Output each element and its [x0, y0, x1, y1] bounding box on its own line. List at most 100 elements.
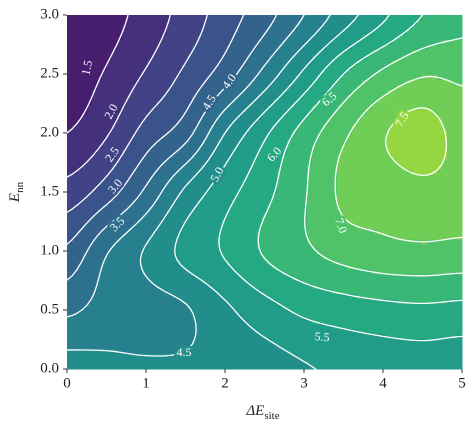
contour-cell: [412, 219, 418, 226]
contour-cell: [177, 124, 183, 131]
contour-cell: [457, 89, 463, 96]
contour-cell: [367, 89, 373, 96]
contour-cell: [442, 74, 448, 81]
contour-cell: [122, 159, 128, 166]
contour-cell: [227, 239, 233, 245]
contour-cell: [272, 179, 278, 186]
contour-cell: [152, 284, 158, 290]
contour-cell: [362, 214, 368, 221]
contour-cell: [92, 144, 98, 151]
contour-cell: [212, 129, 218, 136]
contour-cell: [307, 154, 313, 161]
contour-cell: [302, 119, 308, 126]
contour-cell: [322, 29, 328, 36]
contour-cell: [282, 69, 288, 76]
contour-cell: [167, 19, 173, 26]
contour-cell: [182, 169, 188, 176]
contour-cell: [367, 194, 373, 201]
contour-cell: [377, 164, 383, 171]
contour-cell: [182, 99, 188, 106]
contour-cell: [212, 319, 218, 325]
contour-cell: [102, 284, 108, 290]
contour-cell: [387, 254, 393, 260]
contour-cell: [362, 264, 368, 270]
contour-cell: [242, 194, 248, 201]
contour-cell: [172, 219, 178, 226]
contour-cell: [377, 319, 383, 325]
contour-cell: [102, 194, 108, 201]
contour-cell: [137, 54, 143, 61]
contour-cell: [202, 269, 208, 275]
contour-cell: [342, 24, 348, 31]
contour-cell: [292, 19, 298, 26]
contour-cell: [182, 79, 188, 86]
contour-cell: [327, 324, 333, 330]
contour-cell: [407, 194, 413, 201]
contour-cell: [212, 224, 218, 230]
contour-cell: [382, 29, 388, 36]
contour-cell: [272, 139, 278, 146]
contour-cell: [407, 44, 413, 51]
contour-cell: [92, 229, 98, 235]
contour-cell: [87, 109, 93, 116]
contour-cell: [192, 29, 198, 36]
contour-cell: [67, 179, 73, 186]
contour-cell: [227, 144, 233, 151]
contour-cell: [352, 149, 358, 156]
contour-cell: [117, 59, 123, 66]
contour-cell: [427, 119, 433, 126]
contour-cell: [92, 64, 98, 71]
contour-cell: [112, 209, 118, 216]
contour-cell: [162, 59, 168, 66]
contour-cell: [287, 309, 293, 315]
contour-cell: [302, 309, 308, 315]
contour-cell: [362, 39, 368, 46]
contour-cell: [387, 34, 393, 41]
contour-cell: [97, 274, 103, 280]
contour-cell: [232, 89, 238, 96]
contour-cell: [372, 19, 378, 26]
contour-cell: [157, 64, 163, 71]
contour-cell: [112, 159, 118, 166]
contour-cell: [77, 264, 83, 270]
contour-cell: [187, 319, 193, 325]
contour-cell: [197, 254, 203, 260]
contour-cell: [92, 304, 98, 310]
contour-cell: [257, 269, 263, 275]
contour-cell: [322, 79, 328, 86]
contour-cell: [437, 159, 443, 166]
contour-cell: [242, 284, 248, 290]
contour-cell: [292, 44, 298, 51]
contour-cell: [92, 154, 98, 161]
contour-cell: [287, 184, 293, 191]
contour-cell: [67, 329, 73, 335]
contour-cell: [167, 44, 173, 51]
contour-cell: [72, 184, 78, 191]
contour-cell: [282, 254, 288, 260]
contour-cell: [387, 219, 393, 226]
contour-cell: [72, 194, 78, 201]
contour-cell: [237, 174, 243, 181]
contour-cell: [212, 169, 218, 176]
contour-cell: [252, 159, 258, 166]
contour-cell: [147, 74, 153, 81]
contour-cell: [432, 119, 438, 126]
contour-cell: [92, 194, 98, 201]
contour-cell: [202, 64, 208, 71]
contour-cell: [422, 94, 428, 101]
contour-cell: [72, 254, 78, 260]
contour-cell: [117, 264, 123, 270]
contour-cell: [247, 134, 253, 141]
contour-cell: [102, 219, 108, 226]
contour-cell: [132, 289, 138, 295]
contour-cell: [237, 99, 243, 106]
contour-cell: [222, 314, 228, 320]
contour-cell: [257, 319, 263, 325]
contour-cell: [447, 284, 453, 290]
contour-cell: [282, 284, 288, 290]
contour-cell: [322, 214, 328, 221]
contour-cell: [362, 19, 368, 26]
contour-cell: [352, 134, 358, 141]
contour-cell: [192, 59, 198, 66]
contour-cell: [447, 194, 453, 201]
